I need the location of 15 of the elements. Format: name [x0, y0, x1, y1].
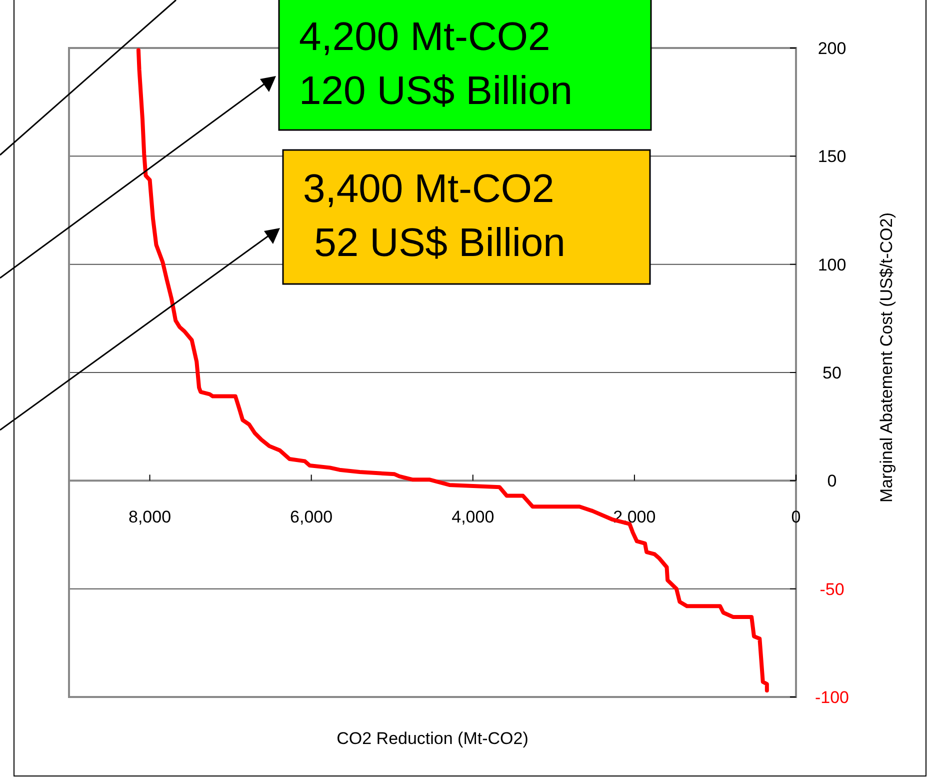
y-tick-label: -100 [814, 688, 850, 707]
x-tick-label: 8,000 [128, 508, 172, 527]
x-tick-label: 0 [791, 508, 801, 527]
y-tick-label: 100 [818, 255, 846, 274]
annotation: 4,200 Mt-CO2 120 US$ Billion [299, 15, 572, 113]
x-axis-title: CO2 Reduction (Mt-CO2) [336, 729, 528, 748]
y-tick-label: 200 [818, 39, 846, 58]
annotation: 3,400 Mt-CO2 52 US$ Billion [303, 167, 566, 265]
y-tick-label: 50 [822, 364, 842, 382]
x-tick-label: 6,000 [290, 508, 333, 527]
y-tick-label: -50 [820, 580, 844, 599]
y-tick-label: 0 [827, 472, 837, 491]
y-tick-label: 150 [818, 147, 846, 166]
x-tick-label: 4,000 [452, 508, 494, 527]
y-axis-title: Marginal Abatement Cost (US$/t-CO2) [877, 212, 896, 503]
